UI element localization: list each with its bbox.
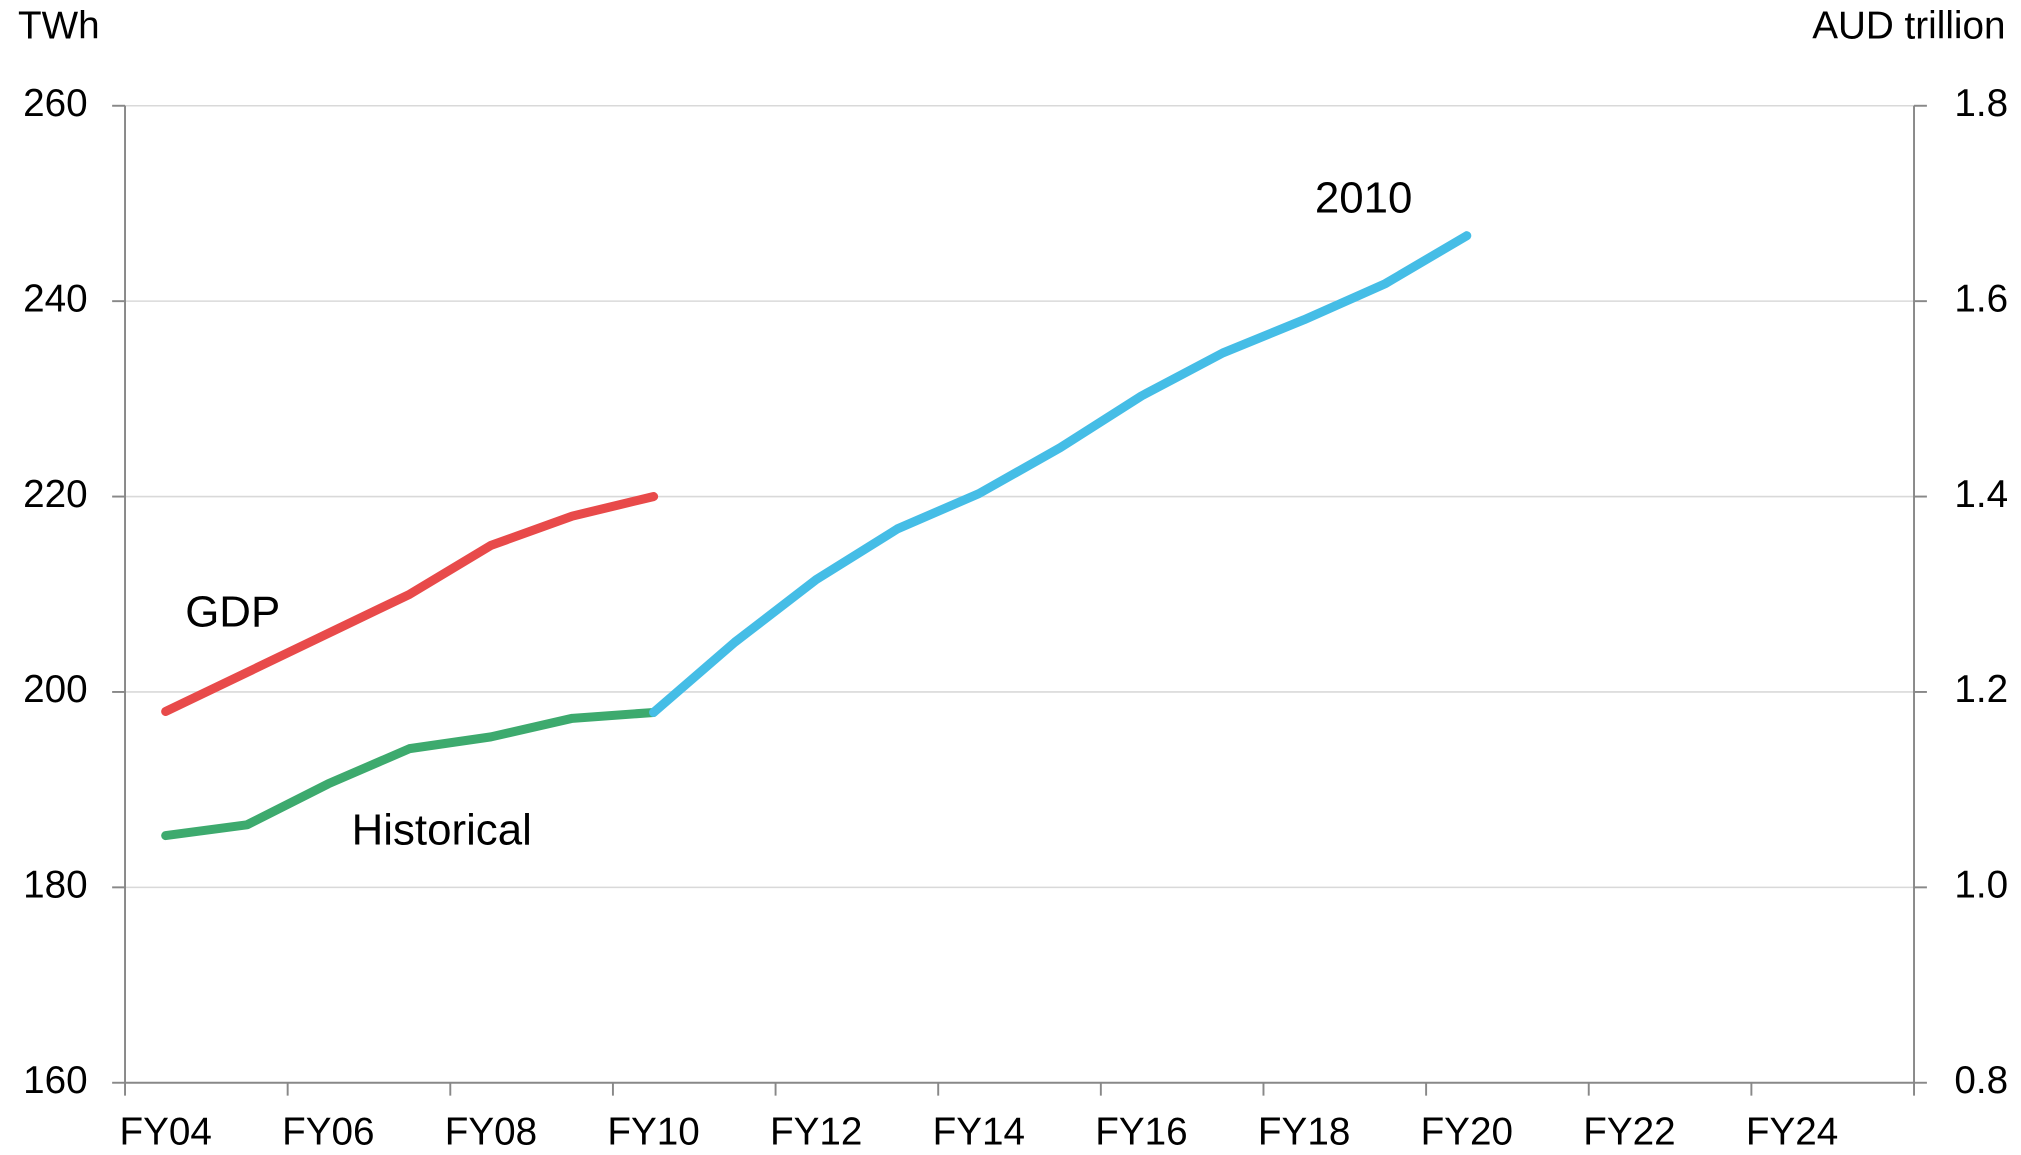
x-tick-label: FY24 bbox=[1746, 1111, 1838, 1154]
series-label: Historical bbox=[352, 805, 532, 854]
x-tick-label: FY04 bbox=[119, 1111, 211, 1154]
y-tick-label: 200 bbox=[23, 668, 88, 711]
y-tick-label: 220 bbox=[23, 473, 88, 516]
x-tick-label: FY12 bbox=[770, 1111, 862, 1154]
y2-tick-label: 1.0 bbox=[1954, 864, 2008, 907]
series-line bbox=[161, 492, 659, 717]
series-label: GDP bbox=[185, 587, 280, 636]
y2-tick-label: 0.8 bbox=[1954, 1059, 2008, 1102]
series-line bbox=[161, 707, 659, 841]
x-tick-label: FY10 bbox=[607, 1111, 699, 1154]
y-tick-label: 180 bbox=[23, 864, 88, 907]
y2-tick-label: 1.8 bbox=[1954, 82, 2008, 125]
x-tick-label: FY20 bbox=[1421, 1111, 1513, 1154]
x-tick-label: FY06 bbox=[282, 1111, 374, 1154]
x-tick-label: FY18 bbox=[1258, 1111, 1350, 1154]
y2-tick-label: 1.4 bbox=[1954, 473, 2008, 516]
y-tick-label: 160 bbox=[23, 1059, 88, 1102]
y2-tick-label: 1.2 bbox=[1954, 668, 2008, 711]
series-label: 2010 bbox=[1315, 173, 1412, 222]
series-line bbox=[649, 231, 1472, 717]
x-tick-label: FY22 bbox=[1583, 1111, 1675, 1154]
y2-axis-label: AUD trillion bbox=[1812, 5, 2005, 48]
y-tick-label: 240 bbox=[23, 277, 88, 320]
x-tick-label: FY14 bbox=[933, 1111, 1025, 1154]
y-axis-label: TWh bbox=[18, 5, 100, 48]
x-tick-label: FY16 bbox=[1095, 1111, 1187, 1154]
x-tick-label: FY08 bbox=[445, 1111, 537, 1154]
y-tick-label: 260 bbox=[23, 82, 88, 125]
y2-tick-label: 1.6 bbox=[1954, 277, 2008, 320]
